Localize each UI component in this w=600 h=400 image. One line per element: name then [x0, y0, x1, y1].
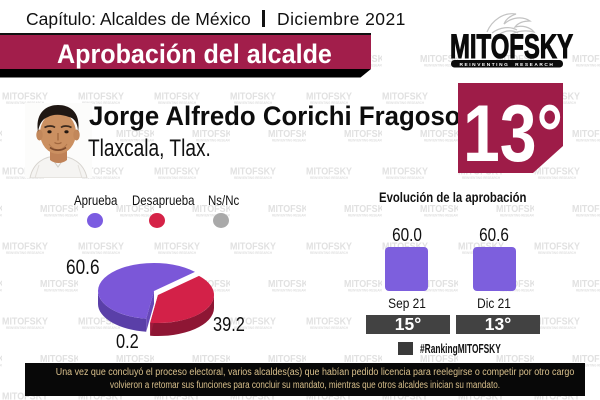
svg-text:REINVENTING RESEARCH: REINVENTING RESEARCH [460, 62, 555, 68]
svg-text:13°: 13° [463, 89, 563, 176]
